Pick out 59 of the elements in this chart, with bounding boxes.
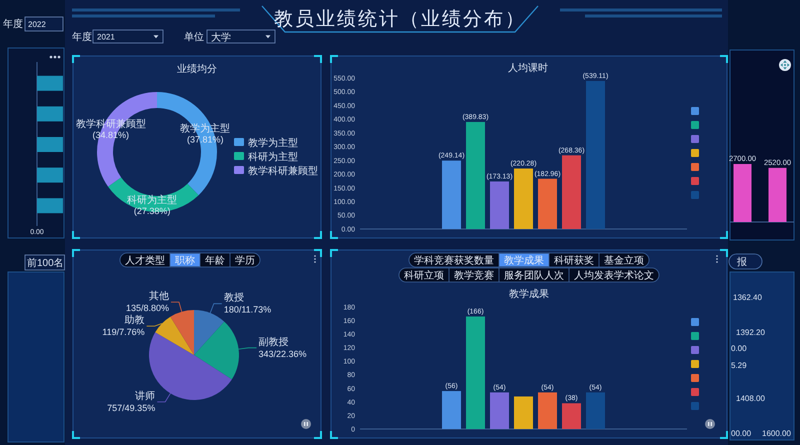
bar: [490, 181, 509, 229]
bar: [538, 178, 557, 229]
bar: [466, 316, 485, 429]
text: 教学成果: [504, 254, 544, 267]
bar: [442, 391, 461, 429]
bar: [586, 80, 605, 229]
text: 职称: [175, 254, 195, 267]
bar: [538, 392, 557, 429]
slice-label: 助教: [124, 314, 145, 326]
text: 1600.00: [762, 429, 792, 438]
slice-label: 副教授: [258, 336, 289, 348]
data-label: 180/11.73%: [224, 304, 272, 315]
slice-label: 其他: [148, 290, 169, 302]
text: 科研获奖: [554, 254, 594, 267]
slice-label: 教授: [224, 292, 244, 304]
bar: [586, 392, 605, 429]
text: 基金立项: [604, 254, 644, 267]
text: 学科竞赛获奖数量: [414, 254, 494, 267]
bar: [466, 122, 485, 229]
bar: [490, 392, 509, 429]
bar: [514, 396, 533, 429]
data-label: 135/8.80%: [126, 303, 169, 314]
text: 0.00: [731, 344, 748, 353]
text: 报: [736, 256, 747, 268]
bar: [562, 403, 581, 429]
text: 年龄: [205, 254, 225, 267]
bar: [514, 168, 533, 229]
text: 00.00: [731, 429, 752, 438]
chart-title: 人均课时: [508, 62, 548, 74]
chart-title: 教学成果: [509, 288, 549, 300]
legend-label: 教学科研兼顾型: [248, 164, 318, 177]
bar: [562, 155, 581, 229]
text: 1408.00: [736, 394, 766, 403]
text: 人均发表学术论文: [574, 270, 654, 282]
text: 年度: [3, 18, 23, 30]
text: 单位: [184, 31, 204, 43]
text: 大学: [211, 32, 231, 44]
text: 学历: [235, 254, 255, 267]
data-label: (27.38%): [134, 206, 170, 216]
text: 2022: [28, 20, 46, 29]
legend-label: 教学为主型: [248, 136, 298, 149]
bar: [442, 160, 461, 229]
text: 1392.20: [736, 328, 766, 337]
slice-label: 讲师: [135, 390, 156, 402]
data-label: 119/7.76%: [102, 327, 145, 338]
text: 科研立项: [404, 270, 444, 282]
text: 人才类型: [125, 254, 165, 267]
text: 教员业绩统计（业绩分布）: [274, 9, 526, 30]
data-label: 757/49.35%: [107, 402, 156, 413]
chart-title: 业绩均分: [177, 63, 217, 75]
slice-label: 科研为主型: [127, 194, 178, 206]
text: 年度: [72, 31, 92, 43]
text: 2021: [97, 32, 116, 42]
text: 服务团队人次: [504, 270, 564, 282]
data-label: 343/22.36%: [258, 348, 307, 359]
text: 教学竞赛: [454, 270, 494, 282]
text: 1362.40: [733, 293, 762, 302]
text: 5.29: [731, 361, 748, 370]
legend-label: 科研为主型: [248, 150, 298, 163]
